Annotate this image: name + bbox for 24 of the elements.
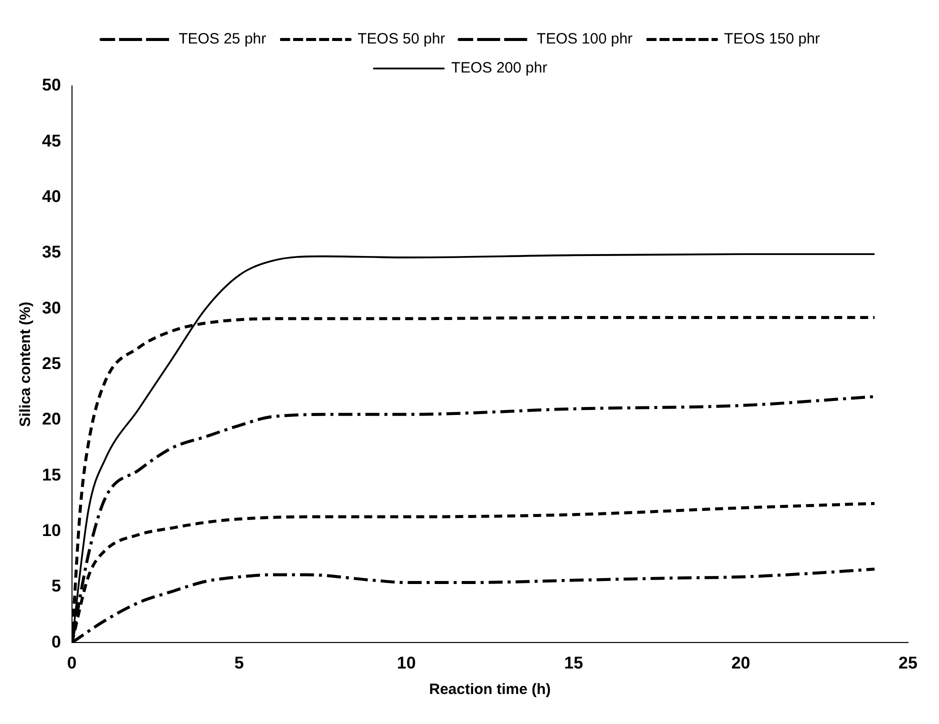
legend-label: TEOS 50 phr (358, 30, 446, 48)
y-axis-title: Silica content (%) (17, 302, 34, 427)
y-tick-label: 25 (42, 354, 61, 373)
y-tick-label: 20 (42, 410, 61, 429)
y-tick-label: 45 (42, 131, 61, 150)
x-tick-label: 25 (898, 653, 918, 672)
legend-label: TEOS 200 phr (451, 60, 548, 77)
x-tick-label: 10 (396, 653, 416, 672)
y-tick-label: 15 (42, 465, 61, 484)
y-tick-label: 5 (51, 576, 61, 596)
y-tick-label: 50 (42, 76, 61, 95)
y-tick-label: 10 (42, 520, 61, 540)
y-tick-label: 35 (42, 242, 61, 262)
legend-label: TEOS 100 phr (536, 30, 633, 48)
legend-label: TEOS 150 phr (724, 30, 820, 48)
x-tick-label: 0 (67, 653, 77, 672)
x-axis-title: Reaction time (h) (429, 681, 551, 698)
y-tick-label: 0 (51, 632, 61, 652)
y-tick-label: 40 (42, 187, 61, 206)
x-tick-label: 15 (564, 653, 584, 672)
y-tick-label: 30 (42, 298, 61, 318)
x-tick-label: 5 (234, 653, 244, 672)
legend-label: TEOS 25 phr (178, 30, 266, 48)
x-tick-label: 20 (731, 653, 750, 672)
